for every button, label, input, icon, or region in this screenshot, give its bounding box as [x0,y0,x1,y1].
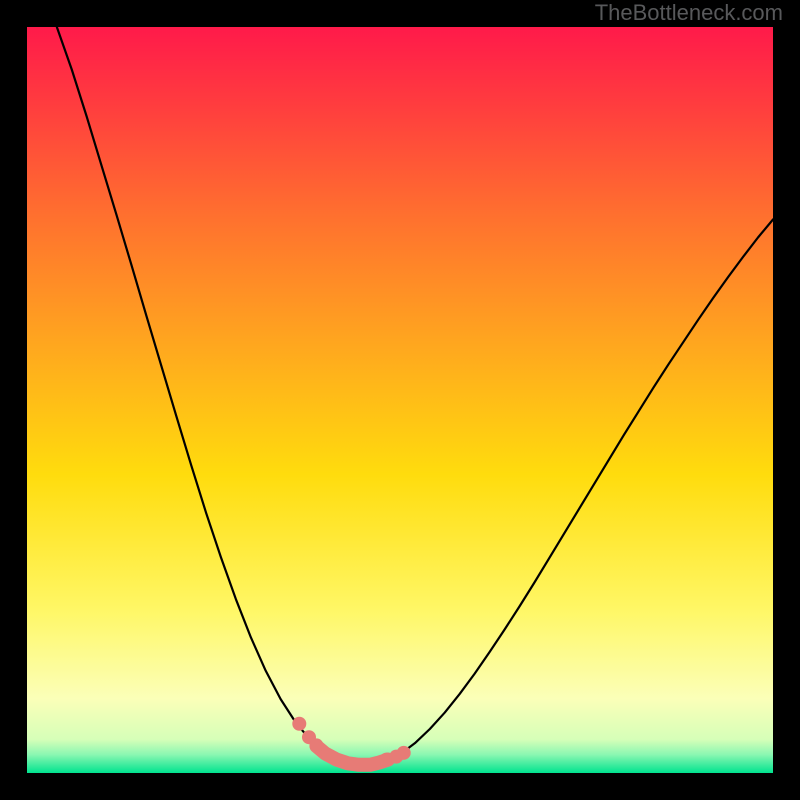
plot-background [27,27,773,773]
chart-frame: TheBottleneck.com [0,0,800,800]
valley-marker [309,738,323,752]
valley-marker [292,717,306,731]
valley-marker [397,746,411,760]
watermark-text: TheBottleneck.com [595,0,783,26]
bottleneck-curve-plot [27,27,773,773]
